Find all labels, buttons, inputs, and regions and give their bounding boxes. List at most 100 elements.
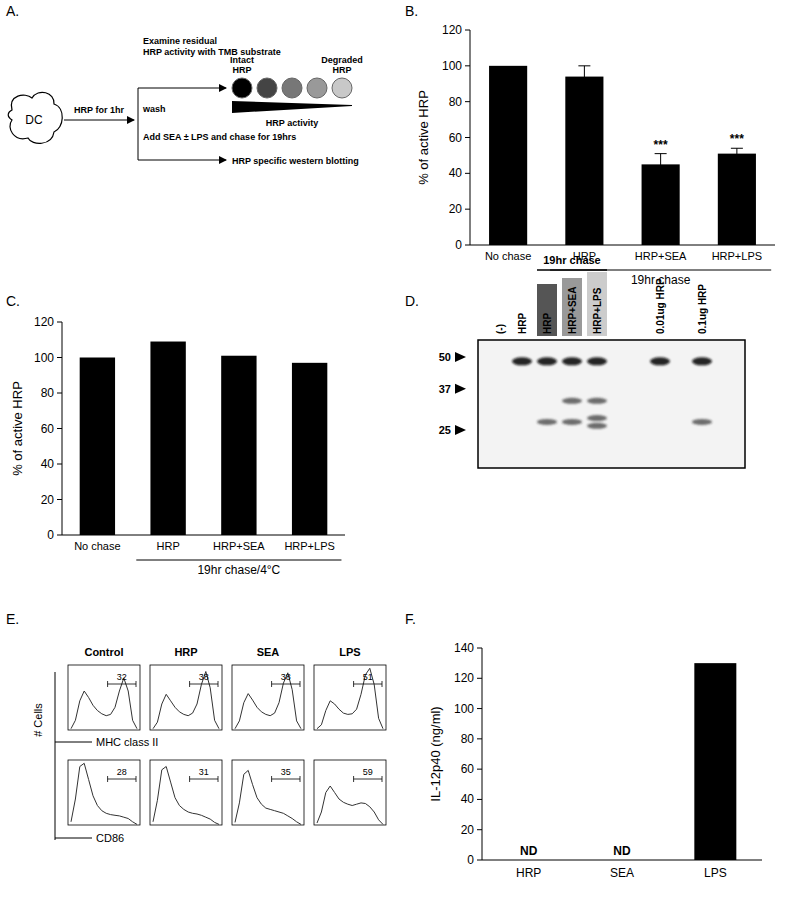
error-line [584,66,585,88]
gate-end [189,776,190,782]
label: HRP for 1hr [74,105,124,115]
column-header: HRP [174,646,197,658]
gate-label: 38 [281,672,291,682]
lane-label: 0.01ug HRP [655,278,666,334]
y-tick-label: 0 [455,238,462,252]
band [692,357,712,365]
x-tick-label: LPS [704,866,727,880]
y-tick [465,173,470,174]
cell-shape [8,92,62,143]
label: HRP specific western blotting [232,156,359,166]
marker-label: 37 [439,383,451,395]
error-line [660,154,661,176]
x-tick-label: SEA [610,866,634,880]
plot-area [80,342,328,535]
gate [354,684,382,685]
histogram-frame [232,760,304,825]
y-tick-label: 100 [442,59,462,73]
band [587,398,607,404]
error-bar [731,148,743,159]
annotation: ND [613,844,631,858]
gate-end [218,681,219,687]
hrp-circle [307,78,327,98]
lane-label: HRP+LPS [592,287,603,334]
lane-shade [587,272,607,336]
y-tick [465,30,470,31]
gate-label: 35 [281,767,291,777]
y-tick-label: 80 [461,732,475,746]
gate-end [136,681,137,687]
y-tick [57,357,62,358]
label: HRP activity with TMB substrate [143,47,281,57]
gate-end [382,681,383,687]
y-tick-label: 120 [34,315,54,329]
gate-end [107,776,108,782]
label: HRP activity [266,118,318,128]
gate [272,684,300,685]
x-tick-label: HRP+LPS [712,250,762,262]
group-line [537,269,607,271]
lane-label: HRP [542,313,553,334]
plot-area [489,66,756,245]
error-cap [578,65,590,66]
y-tick [477,769,482,770]
y-tick-label: 100 [454,702,474,716]
label: Intact [230,55,254,65]
y-tick [477,648,482,649]
label: Add SEA ± LPS and chase for 19hrs [143,132,296,142]
y-tick [57,393,62,394]
bar [292,363,327,535]
label: HRP [232,65,251,75]
plot-area [694,663,736,860]
y-tick [477,738,482,739]
bar [80,358,115,536]
plot-area [317,668,383,728]
lane-shade [537,284,557,336]
axis-title: IL-12p40 (ng/ml) [428,706,443,801]
row-label: MHC class II [96,736,158,748]
axis-title: # Cells [32,703,44,737]
histogram-frame [232,665,304,730]
histogram-curve [153,672,219,729]
gate-label: 28 [117,767,127,777]
x-tick-label: No chase [74,540,120,552]
y-tick-label: 40 [449,166,463,180]
gate-end [189,681,190,687]
bar [221,356,256,535]
lane-label: 0.1ug HRP [697,284,708,334]
x-tick-label: HRP+SEA [635,250,687,262]
y-tick [57,464,62,465]
band [587,415,607,421]
band [537,419,557,425]
histogram-curve [71,678,137,729]
x-axis [55,742,92,743]
bar [150,342,185,535]
axis-title: % of active HRP [416,90,431,185]
gate-label: 38 [199,672,209,682]
hrp-circle [257,78,277,98]
x-tick-label: HRP+SEA [213,540,265,552]
marker-tick [455,425,466,435]
gate [272,779,300,780]
error-cap [731,148,743,149]
y-axis [55,672,56,840]
label: DC [25,113,43,127]
annotation: *** [730,132,744,146]
x-axis [55,838,92,839]
y-tick-label: 100 [34,351,54,365]
x-tick-label: HRP+LPS [284,540,334,552]
y-tick [465,101,470,102]
y-tick [465,245,470,246]
y-tick-label: 80 [41,386,55,400]
band [692,419,712,425]
histogram-curve [153,767,219,825]
y-tick-label: 120 [454,671,474,685]
plot-area [71,678,137,729]
bar [718,154,756,245]
plot-area [317,786,383,824]
y-tick-label: 20 [41,493,55,507]
blot-frame [478,340,745,468]
y-tick-label: 20 [449,202,463,216]
gate-label: 51 [363,672,373,682]
histogram-frame [68,760,140,825]
